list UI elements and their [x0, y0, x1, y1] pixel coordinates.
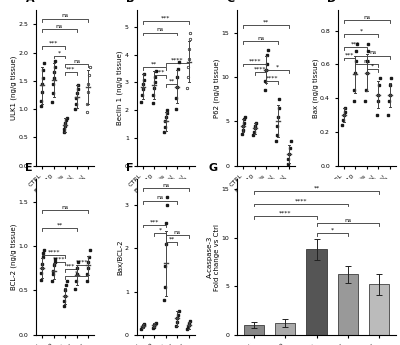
Y-axis label: ULK1 (ng/g tissue): ULK1 (ng/g tissue): [10, 56, 17, 120]
Text: A: A: [26, 0, 34, 4]
Text: ns: ns: [363, 59, 370, 64]
Text: **: **: [263, 20, 269, 25]
Text: ns: ns: [62, 205, 69, 210]
Text: ns: ns: [174, 230, 181, 235]
Text: *: *: [330, 227, 334, 232]
Text: E: E: [26, 163, 33, 173]
Text: ns: ns: [369, 50, 376, 56]
Text: *: *: [276, 64, 279, 69]
Text: ****: ****: [254, 67, 267, 72]
Text: ns: ns: [156, 27, 164, 32]
Text: G: G: [208, 163, 218, 173]
Text: ns: ns: [257, 36, 264, 41]
Y-axis label: Bax (ng/g tissue): Bax (ng/g tissue): [312, 58, 319, 118]
Text: ****: ****: [248, 58, 261, 63]
Text: F: F: [126, 163, 134, 173]
Text: ****: ****: [279, 211, 292, 216]
Text: *: *: [371, 64, 374, 69]
Text: ****: ****: [295, 198, 307, 203]
Y-axis label: Beclin 1 (ng/g tissue): Beclin 1 (ng/g tissue): [117, 51, 124, 125]
Bar: [338, 275, 358, 335]
Text: ***: ***: [150, 219, 159, 224]
Text: **: **: [151, 62, 158, 67]
Text: ***: ***: [345, 52, 354, 57]
Text: D: D: [327, 0, 336, 4]
Text: ns: ns: [62, 13, 69, 18]
Bar: [369, 284, 389, 335]
Y-axis label: A-caspase-3
Fold change vs Ctrl: A-caspase-3 Fold change vs Ctrl: [207, 224, 220, 290]
Bar: [244, 325, 264, 335]
Text: **: **: [168, 236, 174, 241]
Text: ns: ns: [73, 59, 80, 63]
Y-axis label: Bax/BCL-2: Bax/BCL-2: [118, 239, 124, 275]
Text: ns: ns: [56, 23, 63, 29]
Text: ****: ****: [76, 260, 89, 265]
Text: ****: ****: [53, 256, 66, 262]
Text: **: **: [56, 223, 63, 228]
Text: ****: ****: [266, 76, 278, 81]
Text: ***: ***: [66, 67, 76, 72]
Text: *: *: [58, 50, 61, 55]
Text: ****: ****: [48, 249, 60, 254]
Text: *: *: [75, 270, 78, 276]
Text: B: B: [126, 0, 134, 4]
Y-axis label: BCL-2 (ng/g tissue): BCL-2 (ng/g tissue): [11, 224, 17, 290]
Text: ns: ns: [162, 183, 169, 188]
Text: **: **: [313, 186, 320, 190]
Text: **: **: [168, 78, 174, 83]
Text: ns: ns: [156, 196, 164, 200]
Text: *: *: [360, 29, 363, 33]
Text: ***: ***: [155, 70, 165, 75]
Text: C: C: [226, 0, 235, 4]
Text: ns: ns: [344, 218, 351, 223]
Text: ***: ***: [161, 16, 170, 21]
Y-axis label: P62 (ng/g tissue): P62 (ng/g tissue): [214, 58, 220, 118]
Text: ***: ***: [351, 42, 360, 47]
Text: ns: ns: [363, 15, 370, 20]
Bar: [275, 323, 296, 335]
Text: ***: ***: [49, 40, 58, 46]
Text: ****: ****: [171, 58, 184, 62]
Text: ***: ***: [66, 264, 76, 268]
Text: *: *: [158, 228, 162, 233]
Bar: [306, 249, 327, 335]
